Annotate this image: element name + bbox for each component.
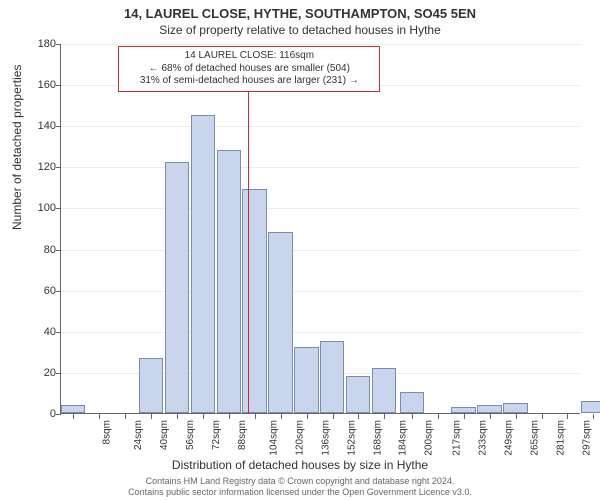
grid-line xyxy=(61,126,580,127)
x-tick-mark xyxy=(438,414,439,419)
x-tick-mark xyxy=(333,414,334,419)
y-tick-label: 140 xyxy=(26,120,56,132)
x-tick-label: 249sqm xyxy=(503,420,514,456)
x-tick-mark xyxy=(516,414,517,419)
x-tick-label: 88sqm xyxy=(237,420,248,450)
histogram-bar xyxy=(581,401,600,413)
y-tick-label: 160 xyxy=(26,79,56,91)
x-tick-label: 265sqm xyxy=(529,420,540,456)
x-tick-mark xyxy=(177,414,178,419)
callout-text-line: 14 LAUREL CLOSE: 116sqm xyxy=(125,50,373,63)
x-tick-mark xyxy=(203,414,204,419)
grid-line xyxy=(61,44,580,45)
x-tick-mark xyxy=(384,414,385,419)
y-tick-mark xyxy=(56,167,61,168)
x-tick-label: 24sqm xyxy=(133,420,144,450)
y-tick-mark xyxy=(56,291,61,292)
page-subtitle: Size of property relative to detached ho… xyxy=(0,21,600,41)
histogram-bar xyxy=(400,392,424,413)
y-tick-mark xyxy=(56,44,61,45)
histogram-bar xyxy=(217,150,241,413)
histogram-bar xyxy=(242,189,266,413)
x-tick-label: 184sqm xyxy=(398,420,409,456)
y-tick-mark xyxy=(56,250,61,251)
grid-line xyxy=(61,250,580,251)
footer-line-2: Contains public sector information licen… xyxy=(0,487,600,498)
y-tick-label: 80 xyxy=(26,244,56,256)
y-tick-label: 60 xyxy=(26,285,56,297)
y-tick-mark xyxy=(56,373,61,374)
x-tick-mark xyxy=(255,414,256,419)
histogram-bar xyxy=(294,347,318,413)
histogram-bar xyxy=(320,341,344,413)
y-tick-label: 180 xyxy=(26,38,56,50)
x-tick-label: 104sqm xyxy=(268,420,279,456)
histogram-bar xyxy=(346,376,370,413)
x-tick-mark xyxy=(412,414,413,419)
histogram-bar xyxy=(165,162,189,413)
histogram-bar xyxy=(191,115,215,413)
y-tick-label: 0 xyxy=(26,408,56,420)
x-tick-label: 152sqm xyxy=(346,420,357,456)
x-tick-label: 72sqm xyxy=(211,420,222,450)
histogram-bar xyxy=(503,403,527,413)
histogram-bar xyxy=(372,368,396,413)
x-tick-label: 281sqm xyxy=(555,420,566,456)
histogram-bar xyxy=(451,407,475,413)
x-tick-label: 168sqm xyxy=(372,420,383,456)
y-tick-mark xyxy=(56,126,61,127)
y-tick-mark xyxy=(56,332,61,333)
grid-line xyxy=(61,291,580,292)
y-tick-mark xyxy=(56,414,61,415)
histogram-chart: 0204060801001201401601808sqm24sqm40sqm56… xyxy=(60,44,580,414)
page-title: 14, LAUREL CLOSE, HYTHE, SOUTHAMPTON, SO… xyxy=(0,0,600,21)
callout-text-line: 31% of semi-detached houses are larger (… xyxy=(125,75,373,88)
x-tick-mark xyxy=(99,414,100,419)
footer-attribution: Contains HM Land Registry data © Crown c… xyxy=(0,476,600,498)
histogram-bar xyxy=(61,405,85,413)
x-axis-label: Distribution of detached houses by size … xyxy=(0,458,600,472)
x-tick-mark xyxy=(358,414,359,419)
footer-line-1: Contains HM Land Registry data © Crown c… xyxy=(0,476,600,487)
x-tick-label: 297sqm xyxy=(581,420,592,456)
histogram-bar xyxy=(268,232,292,413)
x-tick-label: 136sqm xyxy=(320,420,331,456)
y-tick-label: 40 xyxy=(26,326,56,338)
callout-line xyxy=(248,84,249,414)
callout-box: 14 LAUREL CLOSE: 116sqm← 68% of detached… xyxy=(118,46,380,92)
x-tick-mark xyxy=(73,414,74,419)
x-tick-label: 217sqm xyxy=(452,420,463,456)
y-tick-label: 100 xyxy=(26,202,56,214)
y-tick-mark xyxy=(56,208,61,209)
x-tick-mark xyxy=(125,414,126,419)
grid-line xyxy=(61,167,580,168)
x-tick-mark xyxy=(593,414,594,419)
x-tick-label: 40sqm xyxy=(159,420,170,450)
x-tick-mark xyxy=(490,414,491,419)
x-tick-mark xyxy=(307,414,308,419)
y-axis-label: Number of detached properties xyxy=(10,65,24,230)
callout-text-line: ← 68% of detached houses are smaller (50… xyxy=(125,63,373,76)
x-tick-mark xyxy=(542,414,543,419)
x-tick-label: 200sqm xyxy=(424,420,435,456)
plot-area: 0204060801001201401601808sqm24sqm40sqm56… xyxy=(60,44,580,414)
y-tick-label: 20 xyxy=(26,367,56,379)
x-tick-label: 233sqm xyxy=(477,420,488,456)
grid-line xyxy=(61,332,580,333)
grid-line xyxy=(61,208,580,209)
histogram-bar xyxy=(139,358,163,414)
x-tick-label: 120sqm xyxy=(294,420,305,456)
histogram-bar xyxy=(477,405,501,413)
x-tick-mark xyxy=(464,414,465,419)
x-tick-mark xyxy=(151,414,152,419)
y-tick-label: 120 xyxy=(26,161,56,173)
x-tick-mark xyxy=(229,414,230,419)
x-tick-mark xyxy=(567,414,568,419)
y-tick-mark xyxy=(56,85,61,86)
x-tick-mark xyxy=(281,414,282,419)
x-tick-label: 56sqm xyxy=(185,420,196,450)
x-tick-label: 8sqm xyxy=(102,420,113,444)
